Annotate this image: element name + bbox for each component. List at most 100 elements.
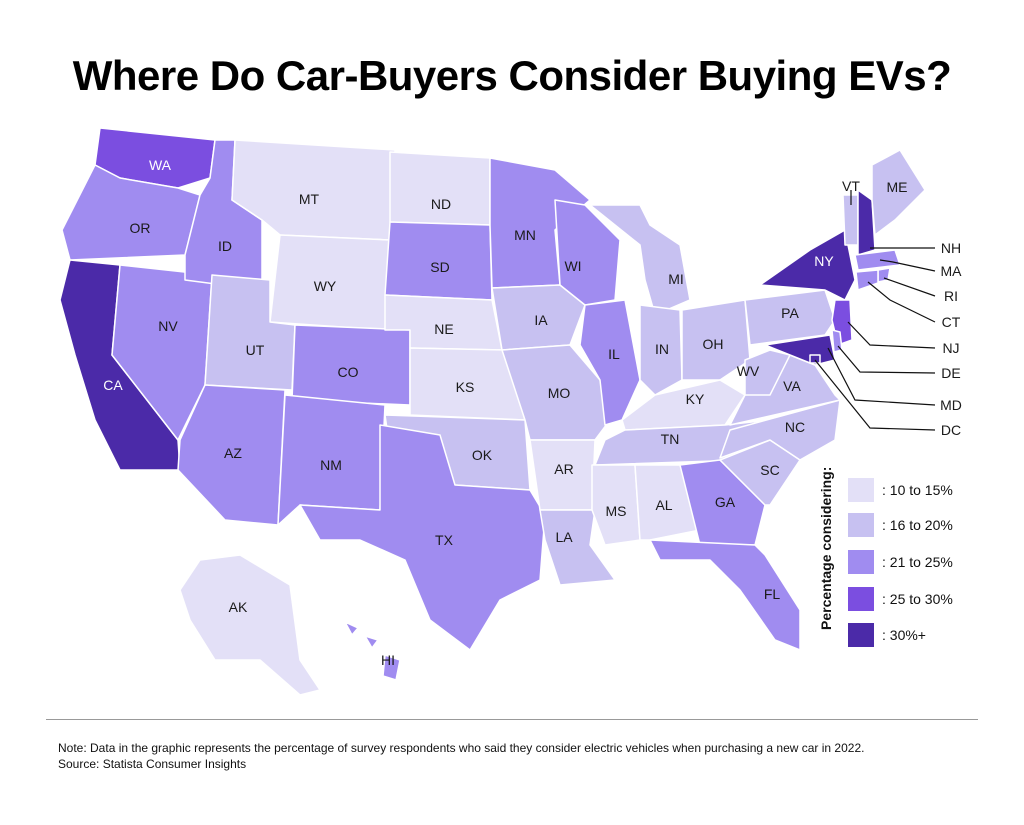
- footnote: Note: Data in the graphic represents the…: [58, 740, 864, 772]
- divider: [46, 719, 978, 720]
- legend-swatch: [848, 623, 874, 647]
- state-label-ma: MA: [941, 263, 963, 279]
- state-tx: [299, 424, 546, 651]
- state-label-mo: MO: [548, 385, 571, 401]
- state-label-la: LA: [555, 529, 573, 545]
- leader-line: [837, 345, 936, 374]
- state-label-tx: TX: [435, 532, 454, 548]
- legend-title: Percentage considering:: [818, 466, 834, 630]
- state-label-wy: WY: [314, 278, 337, 294]
- state-me: [871, 149, 926, 236]
- state-in: [639, 304, 683, 396]
- state-az: [177, 384, 286, 526]
- state-label-pa: PA: [781, 305, 799, 321]
- state-ia: [491, 284, 586, 351]
- state-label-nc: NC: [785, 419, 805, 435]
- leader-line: [847, 321, 936, 349]
- state-mo: [501, 344, 611, 441]
- state-ky: [621, 379, 746, 431]
- state-label-mi: MI: [668, 271, 684, 287]
- note-text: Note: Data in the graphic represents the…: [58, 741, 865, 755]
- legend-item: : 21 to 25%: [848, 550, 953, 574]
- state-il: [579, 299, 641, 426]
- legend-item: : 30%+: [848, 623, 926, 647]
- state-ny: [759, 229, 856, 301]
- state-label-il: IL: [608, 346, 620, 362]
- legend-swatch: [848, 478, 874, 502]
- state-label-oh: OH: [703, 336, 724, 352]
- state-label-tn: TN: [661, 431, 680, 447]
- state-oh: [681, 299, 751, 381]
- state-label-wv: WV: [737, 363, 760, 379]
- state-ms: [591, 464, 641, 546]
- leader-line: [867, 281, 936, 323]
- state-label-ga: GA: [715, 494, 736, 510]
- source-text: Source: Statista Consumer Insights: [58, 757, 247, 771]
- state-label-wi: WI: [564, 258, 581, 274]
- state-label-mn: MN: [514, 227, 536, 243]
- state-label-id: ID: [218, 238, 232, 254]
- state-label-az: AZ: [224, 445, 242, 461]
- legend-item: : 16 to 20%: [848, 513, 953, 537]
- state-label-de: DE: [941, 365, 960, 381]
- state-label-ut: UT: [246, 342, 265, 358]
- state-label-ky: KY: [686, 391, 705, 407]
- legend-label: : 21 to 25%: [882, 554, 953, 570]
- state-mi: [589, 204, 691, 316]
- state-label-co: CO: [338, 364, 359, 380]
- us-map: WA OR CA NV ID MT WY UT AZ CO NM ND SD NE KS OK TX MN IA MO…: [59, 127, 963, 696]
- state-label-nd: ND: [431, 196, 451, 212]
- legend-swatch: [848, 587, 874, 611]
- legend-label: : 30%+: [882, 627, 926, 643]
- state-label-or: OR: [130, 220, 151, 236]
- state-al: [634, 464, 701, 541]
- legend-swatch: [848, 513, 874, 537]
- leader-line: [827, 347, 936, 406]
- state-pa: [744, 289, 836, 346]
- legend-label: : 16 to 20%: [882, 517, 953, 533]
- state-ma: [854, 249, 901, 271]
- state-label-md: MD: [940, 397, 962, 413]
- state-label-nj: NJ: [942, 340, 959, 356]
- legend-label: : 10 to 15%: [882, 482, 953, 498]
- page-title: Where Do Car-Buyers Consider Buying EVs?: [72, 52, 952, 99]
- state-label-ms: MS: [606, 503, 627, 519]
- state-ak: [179, 554, 321, 696]
- leader-line: [879, 259, 936, 272]
- state-label-ne: NE: [434, 321, 453, 337]
- state-dc: [809, 354, 821, 364]
- state-label-ar: AR: [554, 461, 573, 477]
- legend-item: : 25 to 30%: [848, 587, 953, 611]
- state-label-ok: OK: [472, 447, 493, 463]
- state-label-nm: NM: [320, 457, 342, 473]
- legend: Percentage considering: : 10 to 15% : 16…: [818, 466, 1010, 655]
- state-ga: [679, 459, 766, 546]
- state-label-wa: WA: [149, 157, 172, 173]
- legend-label: : 25 to 30%: [882, 591, 953, 607]
- state-label-ks: KS: [456, 379, 475, 395]
- state-label-ny: NY: [814, 253, 834, 269]
- state-hi: [344, 621, 401, 681]
- state-label-nv: NV: [158, 318, 178, 334]
- state-label-ia: IA: [534, 312, 548, 328]
- state-nd: [389, 151, 491, 226]
- state-fl: [649, 539, 801, 651]
- state-label-va: VA: [783, 378, 801, 394]
- state-label-nh: NH: [941, 240, 961, 256]
- state-label-mt: MT: [299, 191, 320, 207]
- state-nh: [857, 189, 876, 256]
- state-label-al: AL: [655, 497, 672, 513]
- state-label-ca: CA: [103, 377, 123, 393]
- state-label-in: IN: [655, 341, 669, 357]
- state-mn: [489, 157, 591, 289]
- legend-swatch: [848, 550, 874, 574]
- leader-line: [814, 359, 936, 431]
- state-label-me: ME: [887, 179, 908, 195]
- state-wv: [744, 349, 791, 396]
- state-label-fl: FL: [764, 586, 781, 602]
- legend-item: : 10 to 15%: [848, 478, 953, 502]
- state-label-ak: AK: [229, 599, 248, 615]
- state-label-ct: CT: [942, 314, 961, 330]
- state-ct: [855, 269, 879, 291]
- state-label-hi: HI: [381, 652, 395, 668]
